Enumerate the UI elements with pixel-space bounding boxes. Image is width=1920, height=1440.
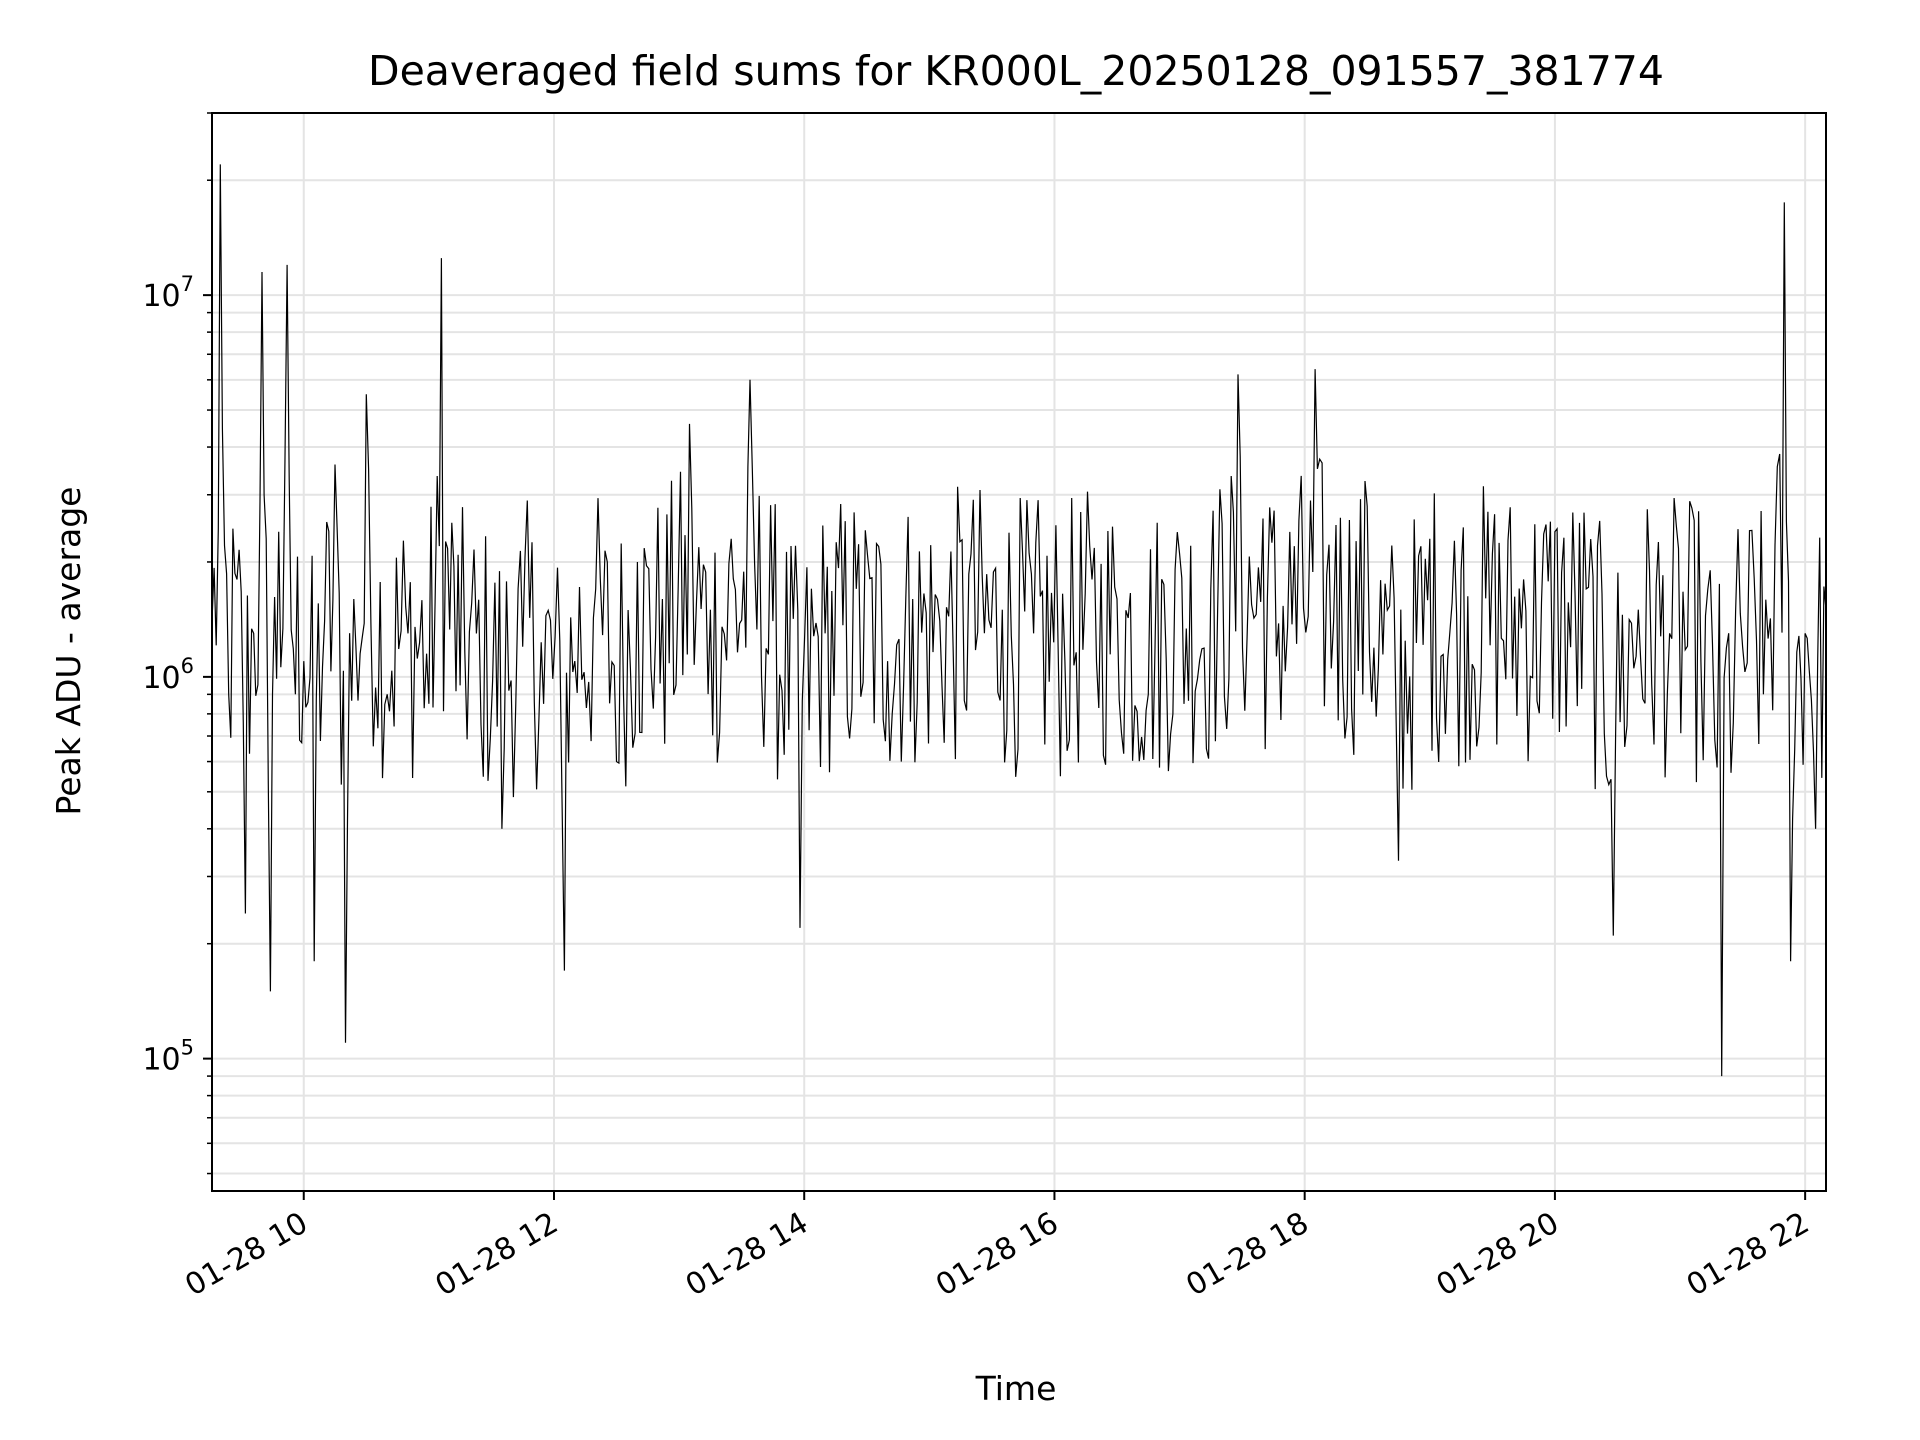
y-tick-exponent: 6 [181, 654, 194, 678]
y-tick-label: 105 [142, 1036, 194, 1078]
y-tick-base: 10 [142, 279, 180, 314]
chart-title: Deaveraged field sums for KR000L_2025012… [368, 47, 1664, 95]
plot-frame [211, 112, 1827, 1192]
y-tick-base: 10 [142, 661, 180, 696]
series-layer [212, 164, 1826, 1077]
y-tick-label: 106 [142, 654, 194, 696]
grid-lines [212, 112, 1826, 1191]
y-tick-exponent: 7 [181, 272, 194, 296]
y-axis-title: Peak ADU - average [49, 487, 88, 816]
x-axis-title: Time [975, 1369, 1057, 1408]
y-tick-exponent: 5 [181, 1036, 194, 1060]
y-tick-base: 10 [142, 1043, 180, 1078]
series-line [212, 164, 1826, 1077]
y-tick-label: 107 [142, 272, 194, 314]
